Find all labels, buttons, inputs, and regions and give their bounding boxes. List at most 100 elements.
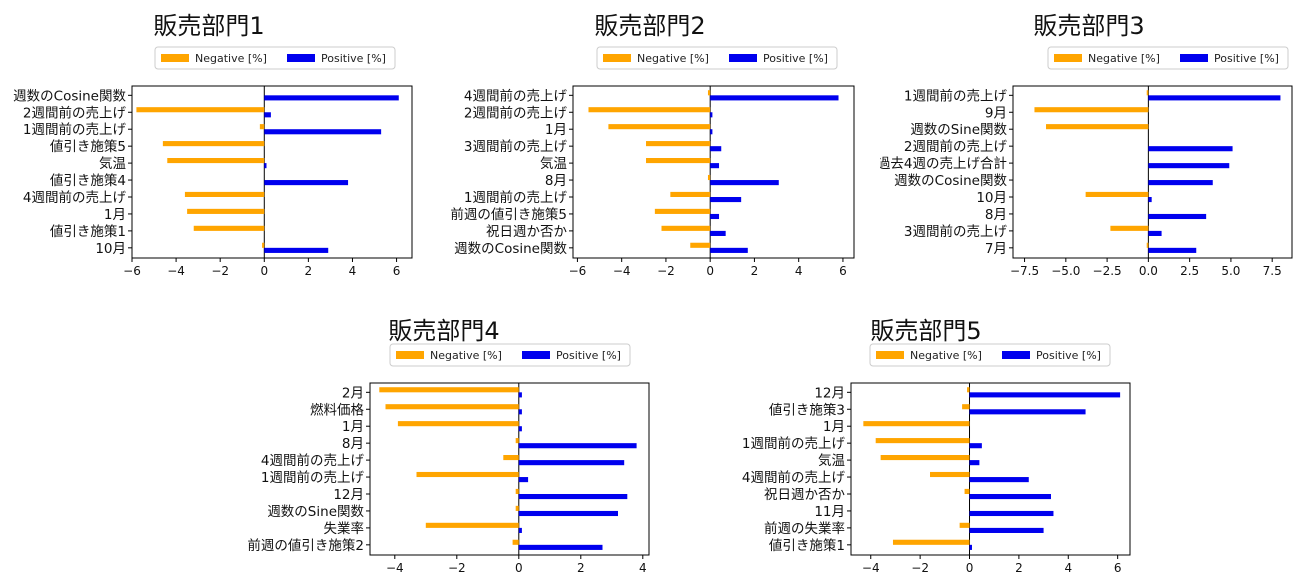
category-label: 1週間前の売上げ (23, 121, 127, 138)
x-tick-label: 6 (393, 264, 401, 278)
bar-positive (264, 180, 349, 186)
legend-label-negative: Negative [%] (1088, 52, 1160, 65)
legend-box (1047, 46, 1289, 70)
bar-positive (969, 460, 980, 466)
x-tick-label: −2 (448, 561, 466, 575)
bar-negative (964, 488, 970, 494)
category-label: 1週間前の売上げ (464, 189, 568, 206)
x-tick-label: 6 (1114, 561, 1122, 575)
bar-positive (264, 129, 382, 135)
bar-negative (262, 242, 265, 248)
x-tick-label: −4 (167, 264, 185, 278)
chart-panel-1: 販売部門1 週数のCosine関数 2週間前の売上げ 1週間前の売上げ 値引き施策5 気… (0, 0, 418, 290)
bar-negative (187, 208, 265, 214)
legend-swatch-negative (603, 54, 631, 62)
bar-positive (710, 163, 720, 169)
bar-negative (670, 191, 711, 197)
bar-negative (136, 107, 265, 113)
category-label: 9月 (985, 105, 1007, 121)
chart-svg: 2月燃料価格1月8月4週間前の売上げ1週間前の売上げ12月週数のSine関数失業… (247, 343, 650, 575)
bar-negative (892, 539, 970, 545)
legend-label-negative: Negative [%] (195, 52, 267, 65)
bar-negative (959, 522, 970, 528)
category-label: 1週間前の売上げ (742, 435, 846, 452)
legend-swatch-negative (1054, 54, 1082, 62)
bar-negative (1085, 191, 1149, 197)
category-label: 2週間前の売上げ (464, 104, 568, 121)
bar-negative (1146, 242, 1149, 248)
x-tick-label: −7.5 (1010, 264, 1039, 278)
bar-positive (518, 409, 522, 415)
category-label: 2週間前の売上げ (904, 138, 1008, 155)
bar-positive (710, 196, 742, 203)
x-tick-label: −2.5 (1093, 264, 1122, 278)
legend-label-negative: Negative [%] (430, 349, 502, 362)
x-tick-label: −6 (569, 264, 587, 278)
bar-positive (518, 510, 618, 517)
x-tick-label: −2 (211, 264, 229, 278)
bar-negative (1046, 124, 1149, 130)
category-label: 祝日週か否か (764, 487, 845, 503)
category-label: 気温 (818, 453, 845, 469)
plot-frame (369, 382, 650, 556)
chart-svg: 12月値引き施策31月1週間前の売上げ気温4週間前の売上げ祝日週か否か11月前週… (742, 343, 1131, 575)
x-tick-label: −4 (613, 264, 631, 278)
x-tick-label: 0.0 (1139, 264, 1158, 278)
category-label: 前週の値引き施策2 (247, 537, 364, 554)
bar-positive (1148, 230, 1162, 236)
bar-negative (184, 191, 265, 197)
x-tick-label: 4 (349, 264, 357, 278)
bar-negative (608, 124, 711, 130)
bar-positive (969, 510, 1054, 517)
category-label: 1週間前の売上げ (261, 469, 365, 486)
legend-swatch-positive (729, 54, 757, 62)
category-label: 8月 (342, 436, 364, 452)
legend-label-negative: Negative [%] (637, 52, 709, 65)
category-label: 1月 (823, 419, 845, 435)
category-label: 2週間前の売上げ (23, 104, 127, 121)
category-label: 2月 (342, 385, 364, 401)
x-tick-label: −6 (123, 264, 141, 278)
x-tick-label: −4 (386, 561, 404, 575)
bar-positive (518, 544, 603, 550)
legend-swatch-negative (396, 351, 424, 359)
bar-negative (193, 225, 265, 231)
x-tick-label: −4 (862, 561, 880, 575)
legend-label-positive: Positive [%] (321, 52, 386, 65)
category-label: 前週の失業率 (764, 520, 845, 537)
chart-panel-5: 販売部門5 12月 値引き施策3 1月 1週間前の売上げ 気温 4週間前の売上げ 祝日週か否… (714, 305, 1138, 581)
x-tick-label: 2.5 (1180, 264, 1199, 278)
chart-title: 販売部門1 (153, 12, 265, 40)
x-tick-label: 5.0 (1221, 264, 1240, 278)
bar-positive (1148, 95, 1281, 101)
category-label: 失業率 (324, 520, 365, 537)
bar-negative (1034, 107, 1149, 113)
legend-box (596, 46, 838, 70)
category-label: 3週間前の売上げ (464, 138, 568, 155)
x-tick-label: −2 (911, 561, 929, 575)
category-label: 10月 (95, 241, 126, 257)
category-label: 10月 (976, 190, 1007, 206)
legend-label-positive: Positive [%] (1214, 52, 1279, 65)
x-tick-label: 2 (577, 561, 585, 575)
chart-title: 販売部門3 (1033, 12, 1145, 40)
bar-positive (710, 112, 713, 118)
category-label: 値引き施策1 (769, 537, 845, 554)
chart-svg: 週数のCosine関数2週間前の売上げ1週間前の売上げ値引き施策5気温値引き施策… (13, 46, 413, 278)
bar-negative (515, 488, 519, 494)
bar-positive (969, 392, 1121, 398)
legend-label-positive: Positive [%] (763, 52, 828, 65)
bar-positive (1148, 180, 1213, 186)
bar-negative (167, 158, 265, 164)
category-label: 11月 (814, 504, 845, 520)
chart-svg: 4週間前の売上げ2週間前の売上げ1月3週間前の売上げ気温8月1週間前の売上げ前週… (450, 46, 855, 278)
legend-swatch-positive (522, 351, 550, 359)
category-label: 1月 (104, 207, 126, 223)
bar-positive (1148, 163, 1230, 169)
category-label: 8月 (545, 173, 567, 189)
bar-positive (518, 460, 625, 466)
category-label: 12月 (333, 487, 364, 503)
bar-positive (710, 180, 779, 186)
category-label: 燃料価格 (310, 401, 364, 418)
category-label: 1週間前の売上げ (904, 87, 1008, 104)
